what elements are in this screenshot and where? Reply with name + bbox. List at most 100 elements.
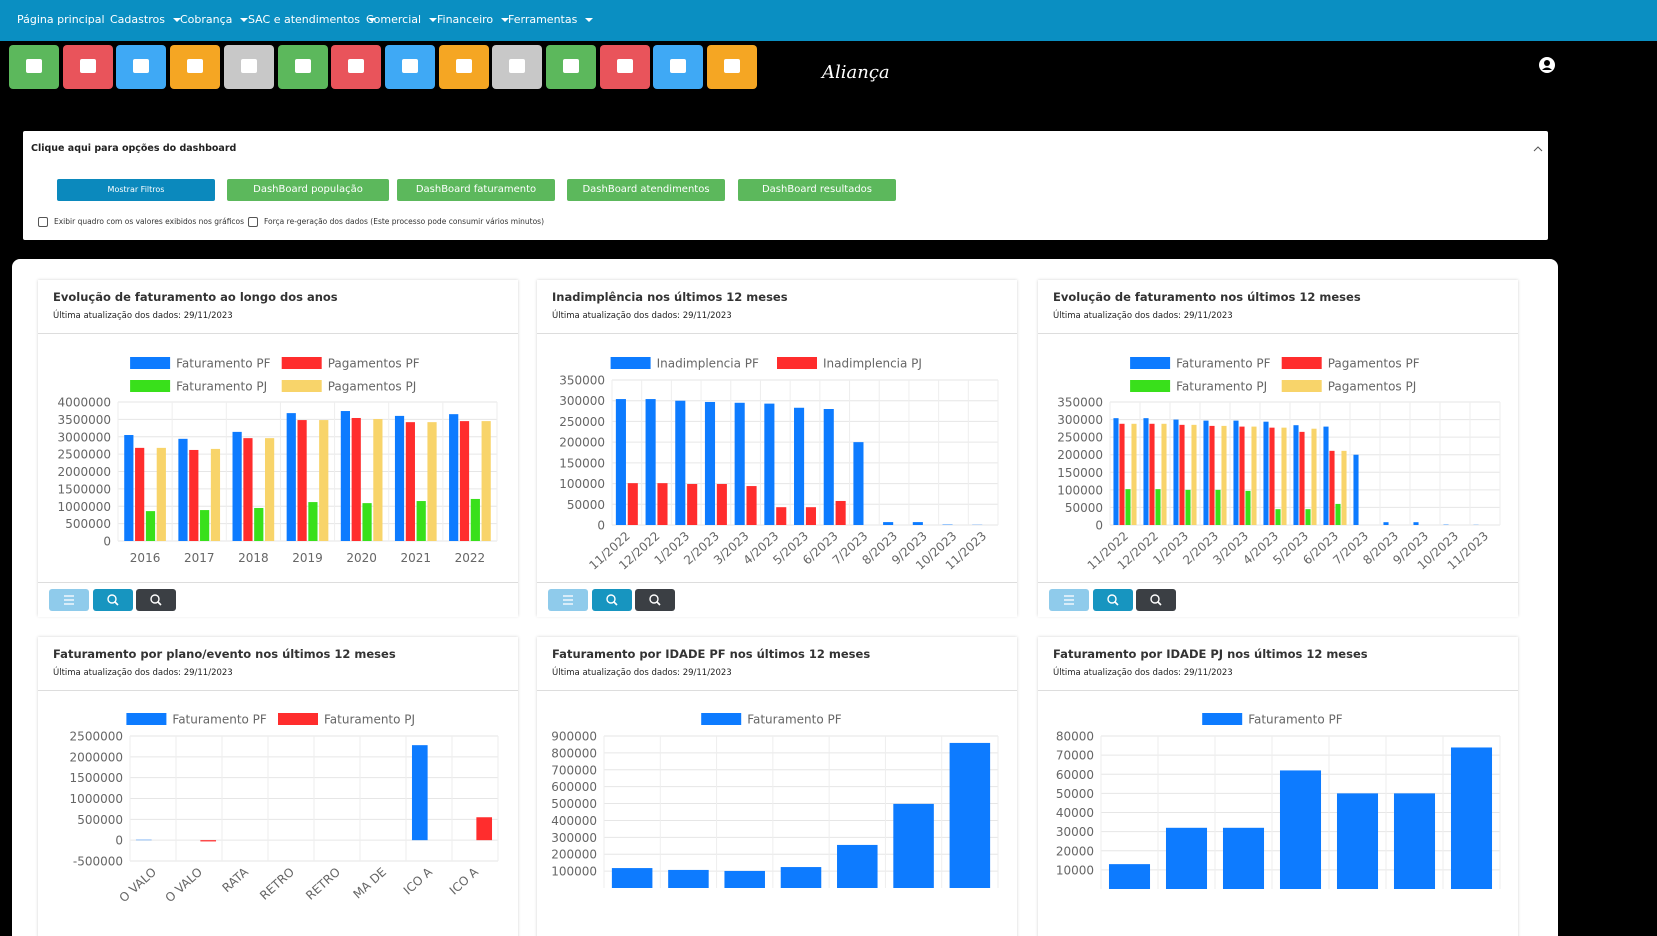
dashboard-button[interactable]: DashBoard resultados — [738, 179, 896, 201]
bar — [1119, 423, 1125, 525]
bar — [1263, 421, 1269, 525]
bar — [1341, 450, 1347, 525]
dashboard-button[interactable]: DashBoard atendimentos — [567, 179, 725, 201]
dashboard-button[interactable]: Mostrar Filtros — [57, 179, 215, 201]
checkbox[interactable]: Exibir quadro com os valores exibidos no… — [38, 217, 244, 227]
legend-label: Faturamento PJ — [176, 380, 267, 394]
nav-item[interactable]: Comercial — [366, 13, 438, 26]
toolbar-tile[interactable] — [707, 45, 758, 89]
y-tick-label: 300000 — [1057, 413, 1103, 427]
bar — [912, 522, 923, 525]
x-tick-label: 2022 — [455, 551, 486, 565]
legend-swatch — [130, 357, 171, 369]
legend-label: Pagamentos PJ — [1328, 380, 1417, 394]
y-tick-label: 0 — [597, 519, 605, 533]
bar — [1311, 428, 1317, 525]
toolbar-tile[interactable] — [653, 45, 704, 89]
chart-card: Faturamento por IDADE PF nos últimos 12 … — [537, 637, 1017, 936]
bar — [668, 869, 709, 888]
dropdown-caret — [368, 18, 377, 22]
zoom-out-icon — [1150, 594, 1162, 606]
nav-item[interactable]: SAC e atendimentos — [248, 13, 377, 26]
icon-handle — [113, 601, 119, 606]
nav-item[interactable]: Cobrança — [180, 13, 249, 26]
nav-item[interactable]: Financeiro — [437, 13, 510, 26]
toolbar-tile[interactable] — [438, 45, 489, 89]
y-tick-label: 700000 — [551, 763, 597, 777]
user-icon[interactable] — [1538, 56, 1556, 74]
zoom-out-button[interactable] — [136, 589, 176, 611]
dropdown-caret — [172, 18, 181, 22]
bar — [1185, 489, 1191, 525]
nav-item[interactable]: Página principal — [17, 13, 105, 26]
toolbar-tile[interactable] — [331, 45, 382, 89]
icon-lens — [605, 594, 616, 604]
y-tick-label: 250000 — [559, 415, 605, 429]
separator — [537, 690, 1017, 691]
zoom-in-button[interactable] — [591, 589, 632, 611]
panel-title[interactable]: Clique aqui para opções do dashboard — [31, 143, 237, 154]
collapse-icon[interactable] — [1533, 145, 1543, 153]
dashboard-button[interactable]: DashBoard população — [227, 179, 389, 201]
bar — [459, 421, 470, 541]
icon-handle — [656, 601, 661, 606]
toolbar-tile[interactable] — [62, 45, 113, 89]
chart-title: Evolução de faturamento nos últimos 12 m… — [1053, 290, 1361, 304]
bar — [704, 401, 716, 525]
bar — [893, 803, 934, 888]
legend-label: Pagamentos PJ — [328, 380, 417, 394]
nav-item[interactable]: Cadastros — [110, 13, 181, 26]
y-tick-label: 100000 — [551, 865, 597, 879]
zoom-out-button[interactable] — [635, 589, 675, 611]
menu-icon — [563, 595, 573, 605]
zoom-in-button[interactable] — [1092, 589, 1133, 611]
tile-icon — [133, 59, 150, 73]
bar — [189, 449, 199, 541]
y-tick-label: 4000000 — [58, 396, 111, 410]
bar — [1329, 450, 1335, 525]
nav-item[interactable]: Ferramentas — [508, 13, 594, 26]
toolbar-tile[interactable] — [599, 45, 650, 89]
x-tick-label: ICO A — [447, 864, 482, 897]
legend-label: Inadimplencia PJ — [823, 357, 922, 371]
dashboard-button[interactable]: DashBoard faturamento — [397, 179, 555, 201]
zoom-in-button[interactable] — [92, 589, 133, 611]
bar — [1393, 793, 1436, 889]
nav-bar: Página principal Cadastros Cobrança SAC e a… — [0, 0, 1657, 41]
icon-shape — [563, 59, 579, 73]
toolbar-tile[interactable] — [170, 45, 221, 89]
toolbar-tile[interactable] — [223, 45, 274, 89]
chart-toolbar — [537, 582, 1017, 617]
toolbar-tile[interactable] — [116, 45, 167, 89]
toolbar-tile[interactable] — [546, 45, 596, 89]
bar — [481, 421, 491, 541]
bar — [687, 483, 698, 525]
bar — [254, 507, 264, 541]
toolbar-tile[interactable] — [277, 45, 328, 89]
bar — [1323, 426, 1329, 525]
legend-label: Pagamentos PF — [1328, 357, 1420, 371]
y-tick-label: 0 — [115, 834, 123, 848]
toolbar-tile[interactable] — [384, 45, 435, 89]
menu-button[interactable] — [548, 589, 588, 611]
legend-swatch — [1281, 380, 1322, 392]
legend-swatch — [278, 713, 318, 725]
bar — [1203, 420, 1209, 525]
toolbar-tile[interactable] — [9, 45, 59, 89]
bar — [210, 448, 221, 541]
toolbar-tile[interactable] — [492, 45, 543, 89]
menu-button[interactable] — [1049, 589, 1089, 611]
icon-lens — [150, 594, 160, 604]
y-tick-label: 200000 — [559, 436, 605, 450]
separator — [1038, 690, 1518, 691]
x-tick-label: 2018 — [238, 551, 269, 565]
x-tick-label: 2019 — [292, 551, 323, 565]
menu-button[interactable] — [49, 589, 89, 611]
bar — [1165, 827, 1208, 889]
y-tick-label: 800000 — [551, 746, 597, 760]
checkbox[interactable]: Força re-geração dos dados (Este process… — [248, 217, 544, 227]
tile-icon — [26, 59, 42, 73]
y-tick-label: 70000 — [1056, 749, 1094, 763]
bar — [394, 415, 405, 541]
zoom-out-button[interactable] — [1136, 589, 1176, 611]
